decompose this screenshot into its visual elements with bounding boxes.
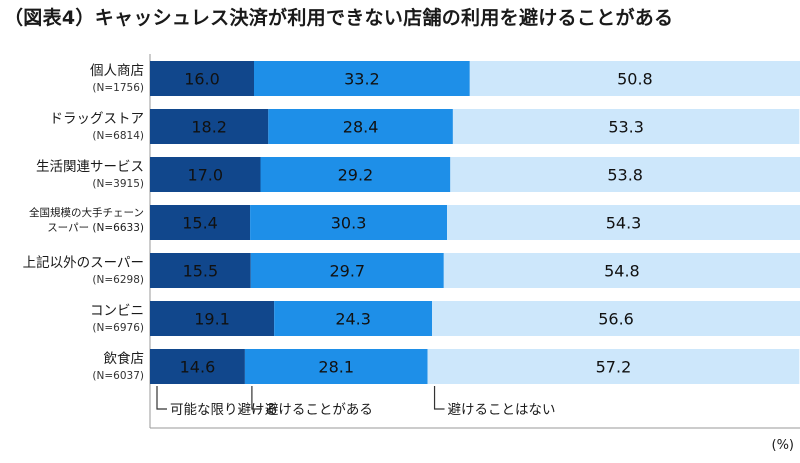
data-label: 56.6 (598, 310, 634, 329)
data-label: 54.8 (604, 262, 640, 281)
legend-leader-line (433, 386, 445, 410)
category-n-label: (N=6037) (92, 370, 144, 382)
bar-segment (260, 157, 451, 192)
category-n-label: (N=6814) (92, 130, 144, 142)
category-label: 上記以外のスーパー (23, 254, 144, 271)
bar-segment (254, 61, 470, 96)
legend-label: 可能な限り避ける (170, 402, 278, 418)
bar-segment (452, 109, 800, 144)
data-label: 24.3 (335, 310, 371, 329)
data-label: 50.8 (617, 70, 653, 89)
data-label: 57.2 (596, 358, 632, 377)
data-label: 53.8 (607, 166, 643, 185)
chart-title: （図表4）キャッシュレス決済が利用できない店舗の利用を避けることがある (4, 7, 674, 29)
bar-segment (150, 109, 269, 144)
bar-segment (150, 349, 245, 384)
bar-segment (150, 205, 251, 240)
bar-segment (244, 349, 428, 384)
category-label: 全国規模の大手チェーン (29, 206, 144, 219)
data-label: 17.0 (187, 166, 223, 185)
category-n-label: (N=6976) (92, 322, 144, 334)
data-label: 33.2 (344, 70, 380, 89)
category-label: コンビニ (90, 303, 144, 319)
data-label: 54.3 (606, 214, 642, 233)
bar-segment (432, 301, 800, 336)
data-label: 14.6 (180, 358, 216, 377)
data-label: 53.3 (608, 118, 644, 137)
bar-segment (450, 157, 800, 192)
data-label: 19.1 (194, 310, 230, 329)
unit-label: (%) (771, 438, 795, 453)
category-n-label: (N=3915) (92, 178, 144, 190)
bar-segment (150, 301, 275, 336)
legend-label: 避けることがある (265, 402, 373, 418)
legend-leader-line (156, 386, 167, 410)
data-label: 29.7 (329, 262, 365, 281)
bar-segment (427, 349, 800, 384)
bar-segment (447, 205, 800, 240)
bar-segment (250, 253, 444, 288)
bar-segment (150, 61, 254, 96)
category-label: 生活関連サービス (36, 159, 144, 175)
bar-segment (268, 109, 453, 144)
data-label: 28.1 (318, 358, 354, 377)
category-n-label: (N=6298) (92, 274, 144, 286)
bar-segment (469, 61, 800, 96)
data-label: 30.3 (331, 214, 367, 233)
category-n-label: (N=1756) (92, 82, 144, 94)
data-label: 16.0 (184, 70, 220, 89)
data-label: 29.2 (338, 166, 374, 185)
data-label: 15.4 (182, 214, 218, 233)
category-label: ドラッグストア (50, 111, 145, 127)
bar-segment (443, 253, 800, 288)
category-label: 個人商店 (90, 63, 144, 79)
data-label: 15.5 (183, 262, 219, 281)
bar-segment (274, 301, 433, 336)
bar-segment (150, 157, 261, 192)
data-label: 28.4 (343, 118, 379, 137)
bar-segment (250, 205, 448, 240)
category-label: 飲食店 (104, 350, 145, 367)
data-label: 18.2 (191, 118, 227, 137)
category-label-line2: スーパー (N=6633) (47, 222, 144, 234)
legend-leader-line (251, 386, 262, 410)
legend-label: 避けることはない (448, 402, 556, 418)
bar-segment (150, 253, 251, 288)
